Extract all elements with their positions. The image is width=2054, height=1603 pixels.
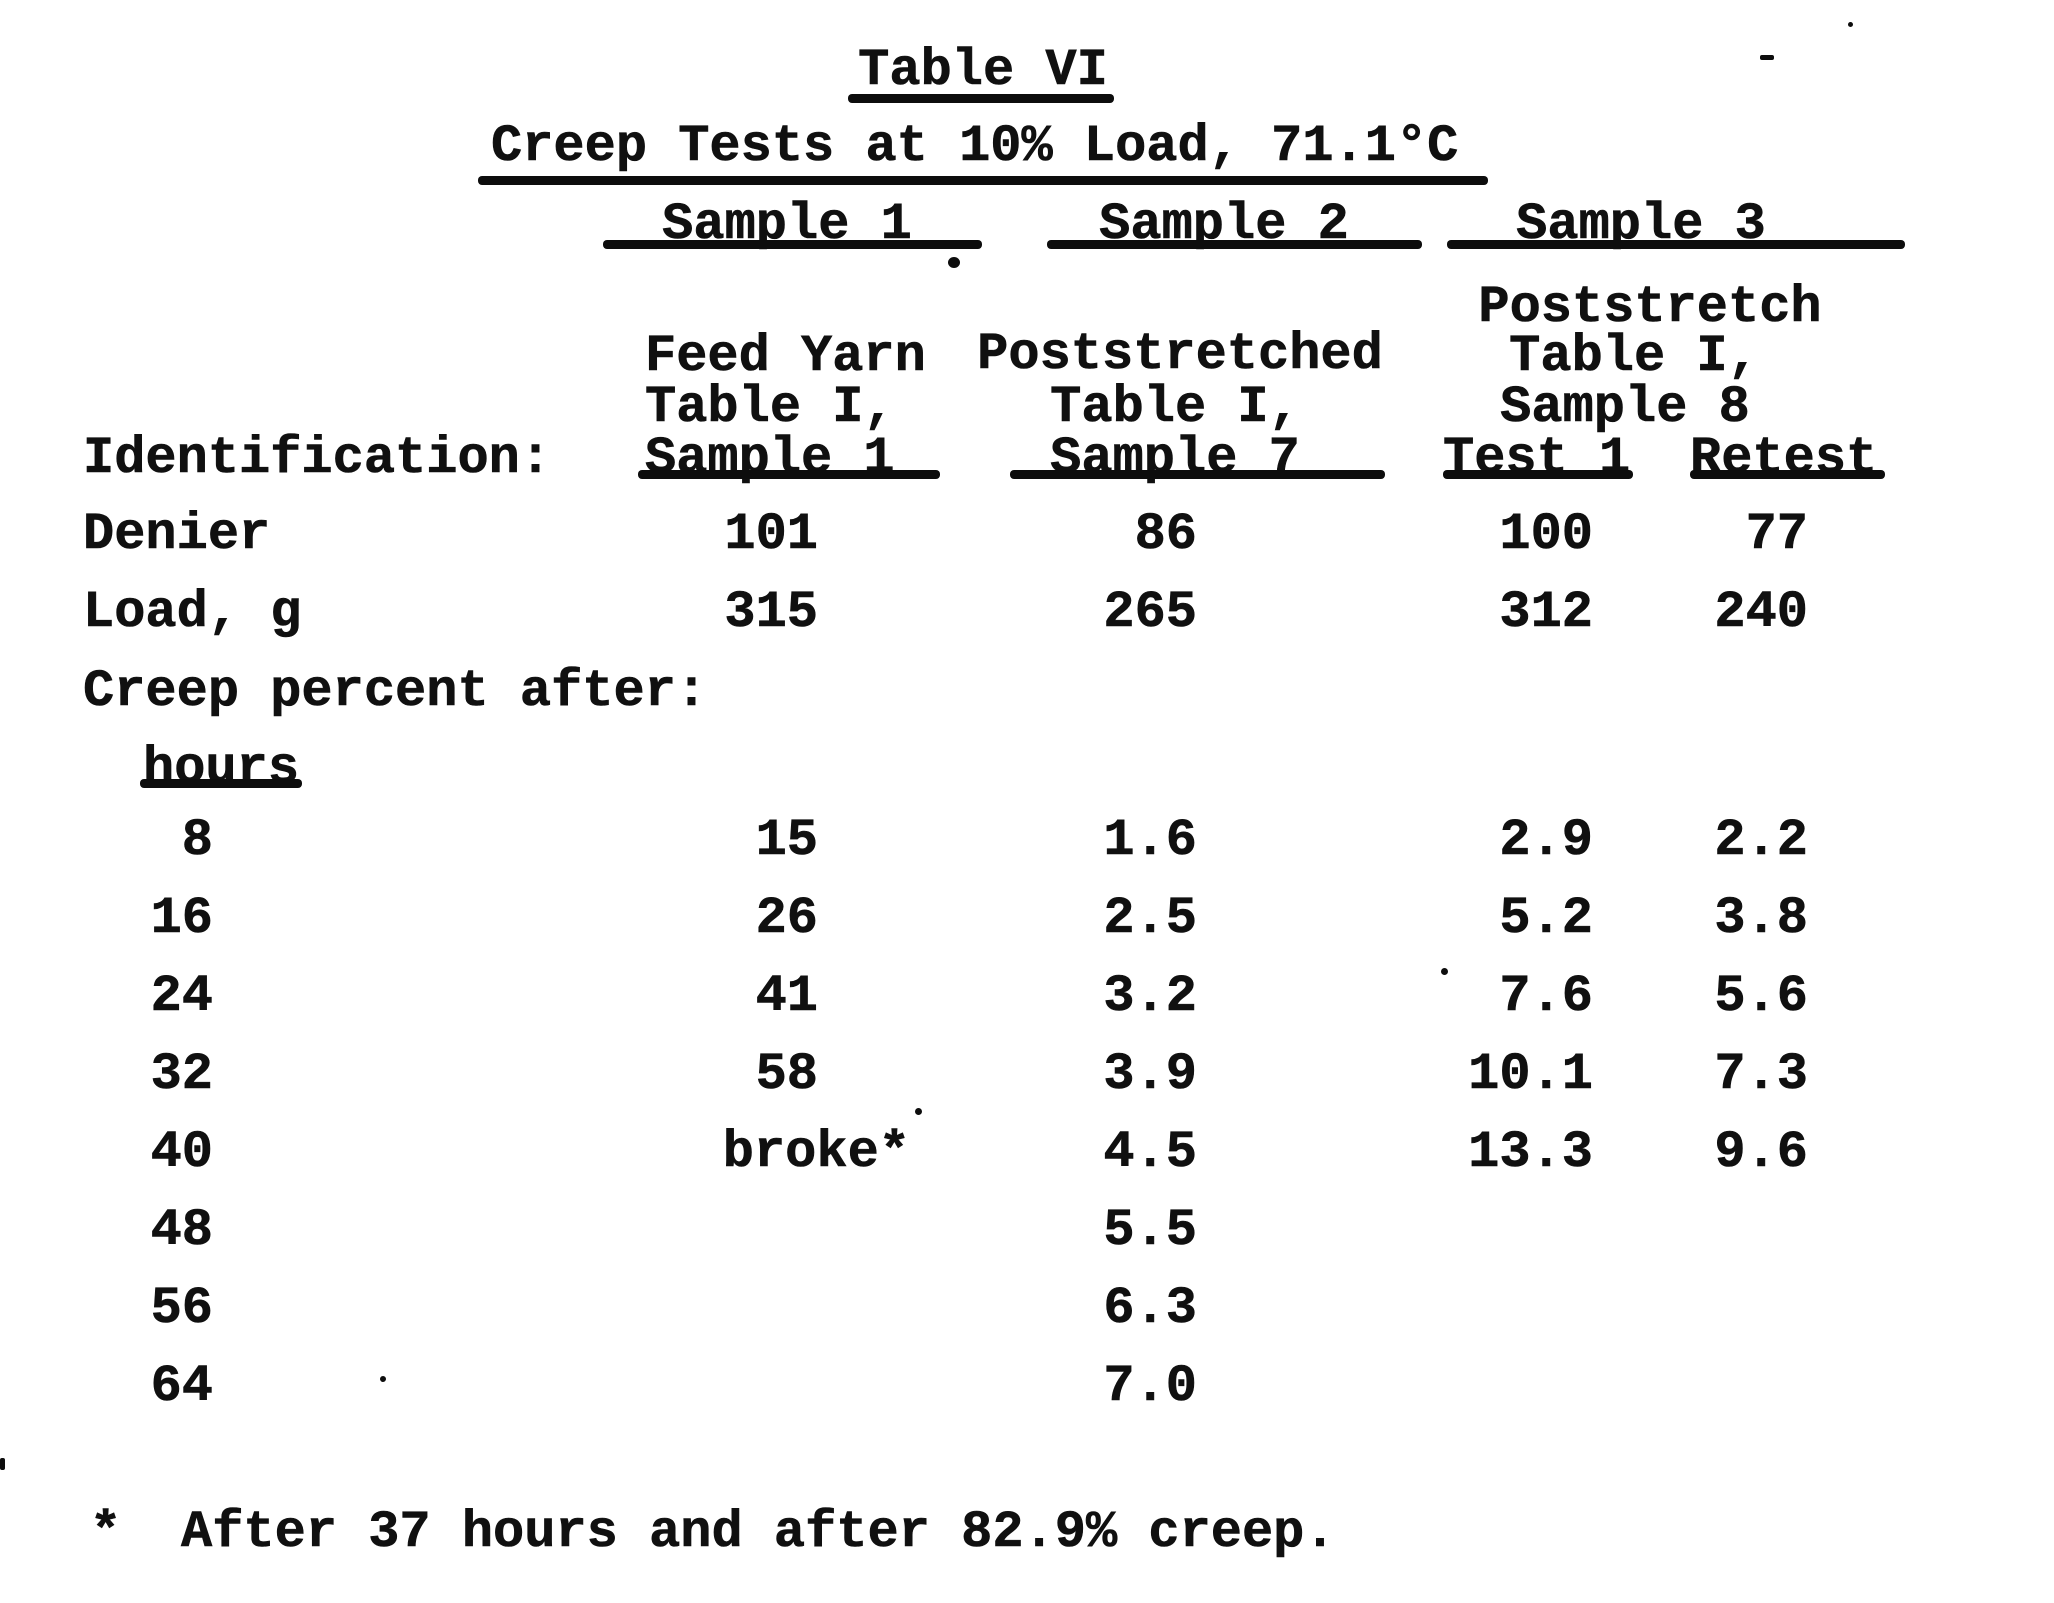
hours-value: 32 [150, 1045, 213, 1104]
scan-speck [1441, 968, 1448, 975]
creep-sample2-value: 2.5 [1103, 889, 1197, 948]
creep-test1-value: 5.2 [1499, 889, 1593, 948]
page-subtitle: Creep Tests at 10% Load, 71.1°C [491, 117, 1459, 176]
hours-value: 64 [150, 1357, 213, 1416]
hours-value: 24 [150, 967, 213, 1026]
title-underline [848, 94, 1114, 103]
creep-test1-value: 10.1 [1468, 1045, 1593, 1104]
row-label-denier: Denier [83, 505, 271, 564]
sample3-group-underline [1447, 240, 1905, 249]
creep-retest-value: 5.6 [1714, 967, 1808, 1026]
denier-retest-value: 77 [1745, 505, 1808, 564]
footnote-text: After 37 hours and after 82.9% creep. [181, 1503, 1336, 1562]
retest-col-underline [1690, 470, 1885, 479]
creep-test1-value: 7.6 [1499, 967, 1593, 1026]
sample2-group-underline [1047, 240, 1422, 249]
footnote-marker: * [90, 1503, 122, 1562]
load-sample1-value: 315 [724, 583, 818, 642]
subtitle-underline [478, 176, 1488, 185]
sample1-desc-line2: Table I, [645, 378, 895, 437]
creep-sample2-value: 3.9 [1103, 1045, 1197, 1104]
creep-sample1-value: 26 [755, 889, 818, 948]
creep-retest-value: 7.3 [1714, 1045, 1808, 1104]
hours-value: 48 [150, 1201, 213, 1260]
creep-sample2-value: 7.0 [1103, 1357, 1197, 1416]
load-sample2-value: 265 [1103, 583, 1197, 642]
load-test1-value: 312 [1499, 583, 1593, 642]
sample1-desc-line1: Feed Yarn [645, 327, 926, 386]
creep-sample1-value: 58 [755, 1045, 818, 1104]
creep-sample1-broke-value: broke* [722, 1123, 910, 1182]
test1-col-underline [1443, 470, 1633, 479]
load-retest-value: 240 [1714, 583, 1808, 642]
creep-sample2-value: 5.5 [1103, 1201, 1197, 1260]
creep-sample2-value: 1.6 [1103, 811, 1197, 870]
creep-sample2-value: 6.3 [1103, 1279, 1197, 1338]
hours-value: 16 [150, 889, 213, 948]
sample3-desc-line2: Table I, [1509, 327, 1759, 386]
hours-column-header: hours [143, 739, 300, 798]
creep-sample2-value: 4.5 [1103, 1123, 1197, 1182]
creep-sample1-value: 41 [755, 967, 818, 1026]
sample2-desc-line2: Table I, [1050, 378, 1300, 437]
hours-value: 8 [181, 811, 213, 870]
creep-retest-value: 9.6 [1714, 1123, 1808, 1182]
scan-speck [1760, 55, 1774, 60]
creep-sample2-value: 3.2 [1103, 967, 1197, 1026]
creep-section-label: Creep percent after: [83, 662, 708, 721]
denier-test1-value: 100 [1499, 505, 1593, 564]
sample2-col-underline [1010, 470, 1385, 479]
sample1-group-underline [603, 240, 982, 249]
sample3-desc-line1: Poststretch [1478, 278, 1822, 337]
identification-label: Identification: [83, 429, 552, 488]
hours-value: 40 [150, 1123, 213, 1182]
creep-test1-value: 13.3 [1468, 1123, 1593, 1182]
scan-speck [915, 1108, 922, 1115]
scan-speck [380, 1376, 386, 1382]
hours-underline [140, 779, 302, 788]
denier-sample1-value: 101 [724, 505, 818, 564]
sample2-desc-line1: Poststretched [977, 325, 1383, 384]
creep-retest-value: 3.8 [1714, 889, 1808, 948]
page-title: Table VI [858, 41, 1108, 100]
creep-test1-value: 2.9 [1499, 811, 1593, 870]
sample3-desc-line3: Sample 8 [1500, 378, 1750, 437]
creep-retest-value: 2.2 [1714, 811, 1808, 870]
scan-speck [948, 257, 960, 268]
hours-value: 56 [150, 1279, 213, 1338]
scan-speck [0, 1458, 5, 1470]
scan-speck [1848, 22, 1853, 27]
sample1-col-underline [638, 470, 940, 479]
creep-sample1-value: 15 [755, 811, 818, 870]
denier-sample2-value: 86 [1134, 505, 1197, 564]
row-label-load: Load, g [83, 583, 302, 642]
